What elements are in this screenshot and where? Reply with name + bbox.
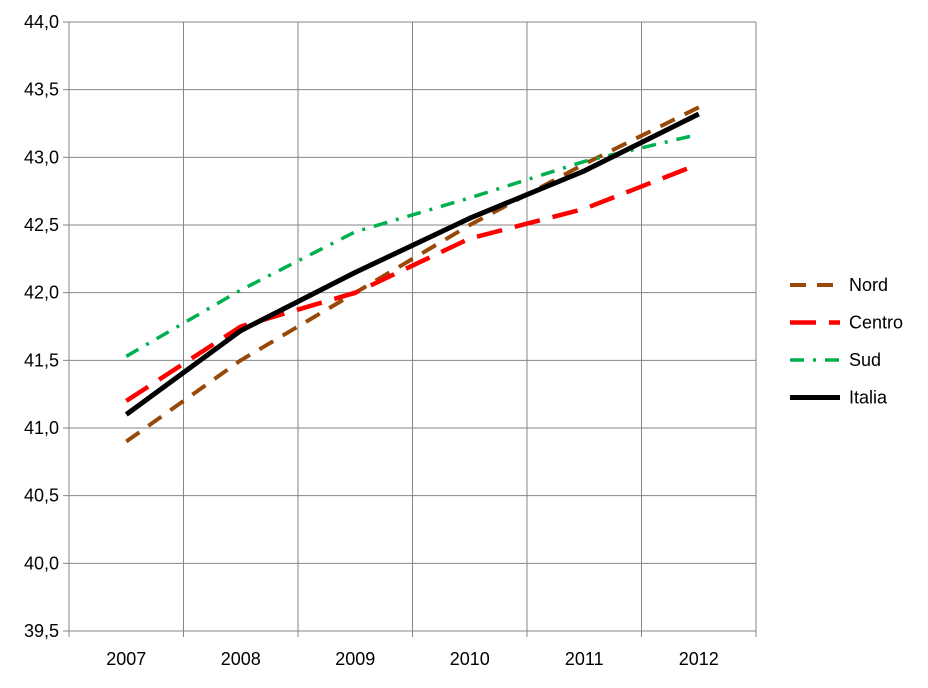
y-axis-ticks: 39,5 40,0 40,5 41,0 41,5 42,0 42,5 43,0 43,5 44,0 (24, 12, 59, 641)
legend-label-nord: Nord (849, 275, 888, 295)
series-line-centro (125, 162, 700, 403)
legend-label-centro: Centro (849, 313, 903, 333)
series-line-nord (125, 105, 700, 444)
series-line-sud (125, 132, 700, 358)
y-tick-label: 41,0 (24, 418, 59, 438)
y-tick-label: 42,0 (24, 283, 59, 303)
y-tick-label: 42,5 (24, 215, 59, 235)
x-tick-label: 2009 (335, 649, 375, 669)
y-tick-label: 43,0 (24, 147, 59, 167)
x-tick-label: 2012 (679, 649, 719, 669)
x-tick-label: 2008 (221, 649, 261, 669)
y-tick-label: 40,0 (24, 553, 59, 573)
y-tick-label: 44,0 (24, 12, 59, 32)
grid (69, 21, 757, 632)
x-tick-label: 2010 (450, 649, 490, 669)
y-tick-label: 39,5 (24, 621, 59, 641)
x-tick-label: 2007 (106, 649, 146, 669)
legend: Nord Centro Sud Italia (790, 275, 903, 408)
y-tick-label: 41,5 (24, 350, 59, 370)
x-axis-ticks: 2007 2008 2009 2010 2011 2012 (106, 649, 719, 669)
legend-label-italia: Italia (849, 388, 888, 408)
series-lines (124, 105, 700, 444)
axes (63, 21, 757, 637)
y-tick-label: 43,5 (24, 80, 59, 100)
x-tick-label: 2011 (565, 649, 604, 669)
y-tick-label: 40,5 (24, 486, 59, 506)
legend-label-sud: Sud (849, 350, 881, 370)
series-line-italia (124, 111, 700, 417)
